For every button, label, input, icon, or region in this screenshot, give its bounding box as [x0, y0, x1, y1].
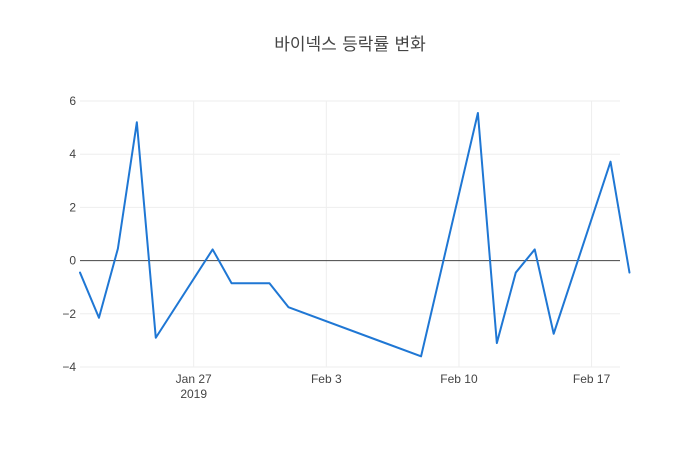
grid [80, 100, 620, 368]
data-point [134, 120, 139, 125]
data-point [513, 270, 518, 275]
y-axis-ticks: −4 −2 0 2 4 6 [62, 94, 76, 374]
data-point [475, 110, 480, 115]
data-point [153, 335, 158, 340]
data-point [96, 315, 101, 320]
x-tick-label: Feb 17 [573, 372, 611, 386]
data-point [267, 281, 272, 286]
data-point [419, 354, 424, 359]
data-point [494, 341, 499, 346]
data-point [210, 247, 215, 252]
y-tick-label: −4 [62, 360, 76, 374]
data-point [608, 159, 613, 164]
x-tick-label: Feb 3 [311, 372, 342, 386]
series-line [79, 111, 631, 358]
series-layer [78, 110, 632, 359]
data-point [532, 247, 537, 252]
y-tick-label: −2 [62, 307, 76, 321]
data-point [286, 305, 291, 310]
data-point [78, 270, 83, 275]
data-point [229, 281, 234, 286]
x-tick-year-label: 2019 [180, 387, 207, 401]
data-point [551, 331, 556, 336]
y-tick-label: 6 [69, 94, 76, 108]
chart-title: 바이넥스 등락률 변화 [274, 35, 426, 55]
data-point [115, 246, 120, 251]
y-tick-label: 0 [69, 254, 76, 268]
y-tick-label: 2 [69, 200, 76, 214]
y-tick-label: 4 [69, 147, 76, 161]
x-tick-label: Feb 10 [440, 372, 478, 386]
x-tick-label: Jan 27 [176, 372, 212, 386]
data-point [248, 281, 253, 286]
data-point [627, 270, 632, 275]
